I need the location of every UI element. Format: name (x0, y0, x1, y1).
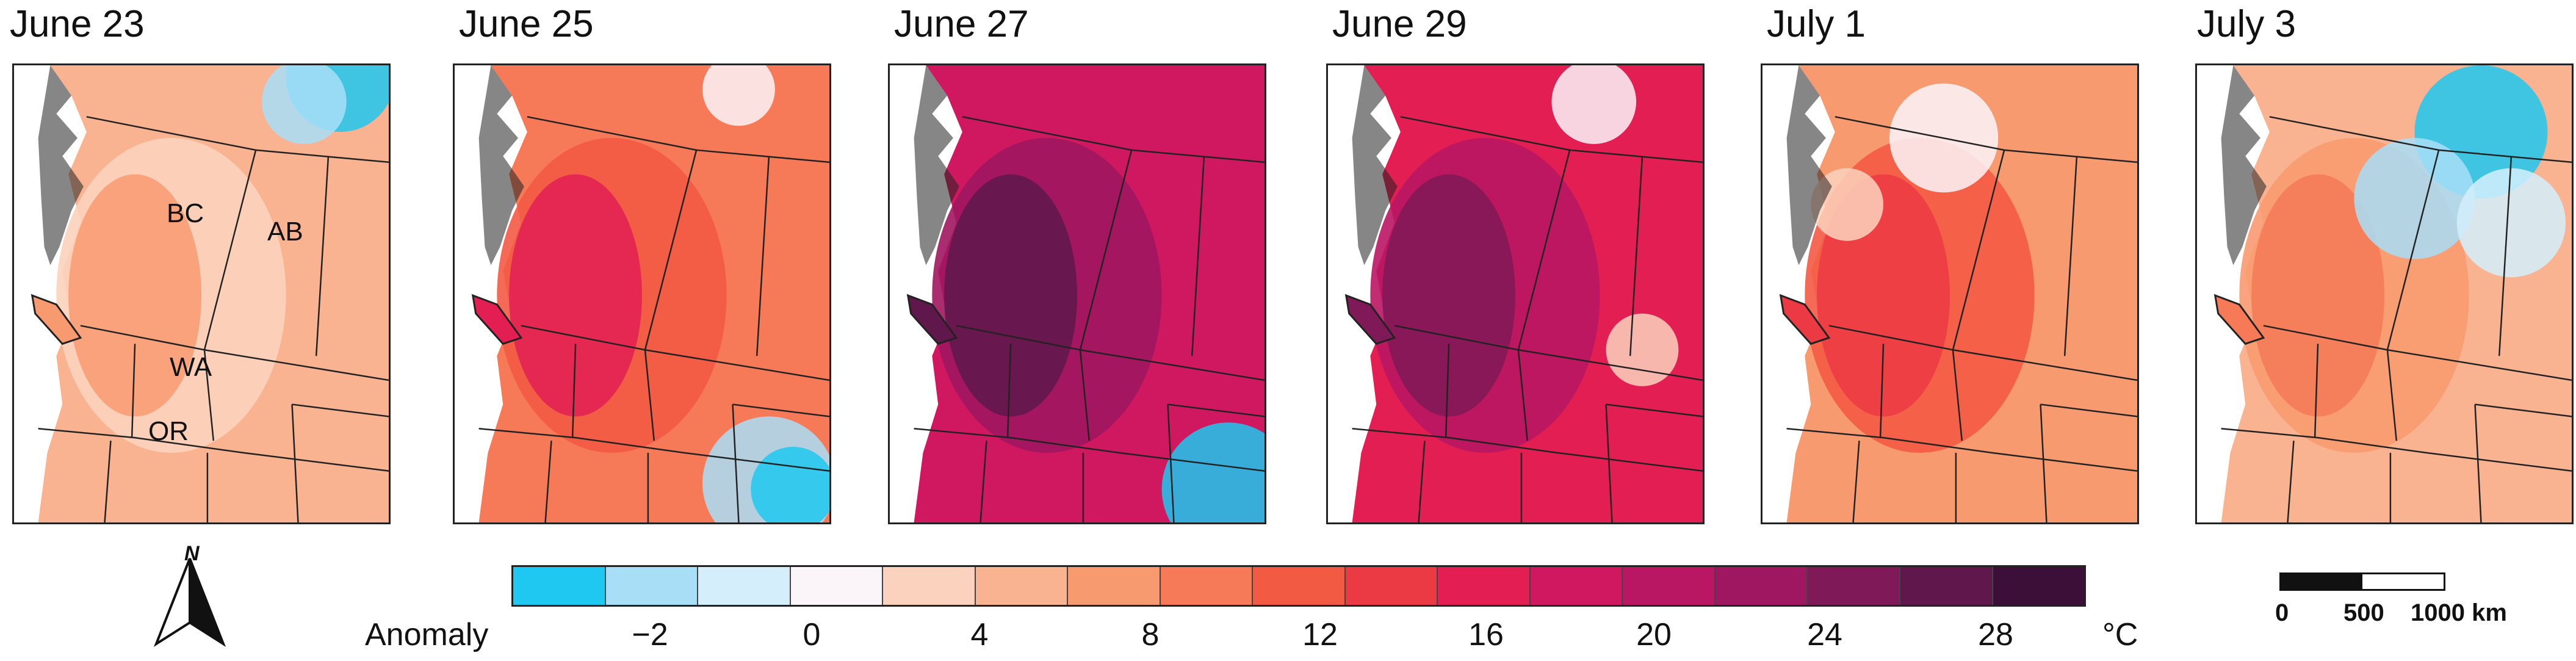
map-panel-6 (2195, 63, 2574, 524)
legend-swatch-2 (698, 567, 791, 605)
temperature-anomaly-map (2213, 65, 2572, 522)
panel-title-1: June 23 (10, 3, 145, 45)
legend-swatch-8 (1253, 567, 1346, 605)
north-label: N (184, 542, 200, 565)
legend-swatch-10 (1438, 567, 1531, 605)
temperature-anomaly-map (906, 65, 1265, 522)
panel-title-3: June 27 (894, 3, 1029, 45)
legend-swatch-5 (975, 567, 1069, 605)
map-panel-2 (453, 63, 831, 524)
scale-segment-white (2362, 574, 2444, 589)
legend-swatch-6 (1068, 567, 1161, 605)
scale-bar (2279, 573, 2445, 591)
scale-label-1000: 1000 km (2411, 599, 2507, 626)
temperature-anomaly-map (1779, 65, 2137, 522)
legend-swatch-1 (605, 567, 699, 605)
panel-title-5: July 1 (1767, 3, 1866, 45)
region-label-wa: WA (170, 352, 212, 382)
legend-swatch-16 (1993, 567, 2085, 605)
region-label-bc: BC (167, 198, 204, 228)
legend-swatch-0 (513, 567, 606, 605)
legend-swatch-11 (1530, 567, 1623, 605)
legend-swatch-15 (1900, 567, 1993, 605)
legend-tick-label: 24 (1807, 617, 1842, 652)
scale-label-500: 500 (2343, 599, 2384, 626)
legend-tick-label: 4 (970, 617, 989, 652)
legend-tick-label: −2 (632, 617, 668, 652)
temperature-anomaly-map (471, 65, 829, 522)
map-panel-3 (888, 63, 1266, 524)
panel-title-4: June 29 (1332, 3, 1467, 45)
temperature-anomaly-map (1344, 65, 1703, 522)
map-panel-5 (1761, 63, 2139, 524)
legend-swatch-4 (883, 567, 976, 605)
map-panel-4 (1326, 63, 1705, 524)
map-panel-1: BC AB WA OR (12, 63, 391, 524)
legend-unit: °C (2102, 617, 2138, 652)
legend-swatch-14 (1808, 567, 1900, 605)
legend-swatch-12 (1623, 567, 1716, 605)
panel-title-6: July 3 (2197, 3, 2296, 45)
color-legend-bar (511, 565, 2086, 607)
legend-tick-label: 20 (1636, 617, 1672, 652)
region-label-ab: AB (267, 217, 303, 247)
legend-swatch-3 (790, 567, 884, 605)
legend-tick-label: 0 (803, 617, 821, 652)
legend-tick-label: 12 (1302, 617, 1338, 652)
legend-tick-label: 8 (1141, 617, 1160, 652)
temperature-anomaly-map (31, 65, 389, 522)
region-label-or: OR (148, 416, 189, 446)
scale-label-0: 0 (2275, 599, 2289, 626)
legend-swatch-9 (1345, 567, 1438, 605)
legend-swatch-13 (1715, 567, 1808, 605)
north-arrow-icon (153, 558, 226, 647)
legend-swatch-7 (1160, 567, 1254, 605)
legend-title: Anomaly (365, 617, 489, 652)
scale-segment-black (2281, 574, 2362, 589)
legend-tick-label: 28 (1978, 617, 2013, 652)
legend-tick-label: 16 (1468, 617, 1504, 652)
panel-title-2: June 25 (459, 3, 594, 45)
